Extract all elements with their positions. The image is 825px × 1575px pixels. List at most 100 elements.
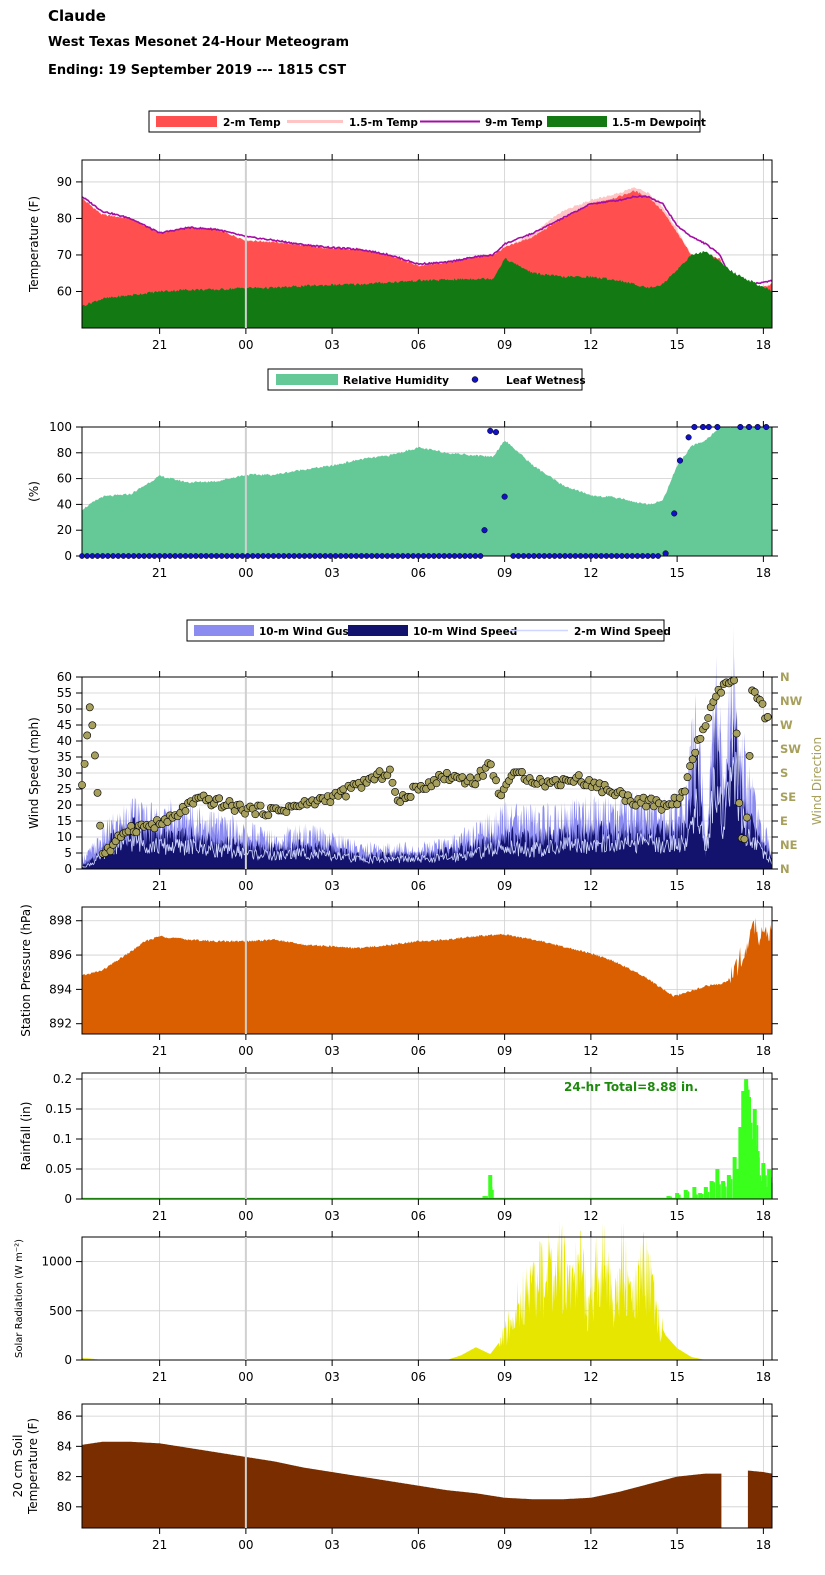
y-tick-label: 10 [57, 830, 72, 844]
leaf-wetness-point [291, 553, 298, 559]
x-tick-label: 12 [583, 566, 598, 580]
rainfall-bar [486, 1196, 488, 1199]
rainfall-bar [679, 1194, 681, 1199]
wind-chart: 0 5 10 15 20 25 30 35 40 45 50 55 60 21 00 03 06 09 12 15 18 [57, 626, 778, 893]
wind-direction-point [743, 813, 751, 822]
x-tick-label: 06 [411, 879, 426, 893]
leaf-wetness-point [286, 553, 292, 559]
x-tick-label: 06 [411, 1538, 426, 1552]
wind-direction-point [150, 824, 159, 833]
wind-direction-point [442, 768, 451, 777]
wind-direction-point [704, 714, 713, 722]
x-tick-label: 12 [583, 338, 598, 352]
wind-direction-point [486, 760, 495, 769]
x-tick-label: 00 [238, 1209, 253, 1223]
x-tick-label: 21 [152, 566, 167, 580]
y-tick-label: 60 [57, 284, 72, 298]
leaf-wetness-point [546, 553, 553, 559]
wind-direction-point [758, 699, 767, 708]
legend-label: 1.5-m Temp [349, 117, 418, 129]
wind-direction-point [732, 729, 741, 738]
x-tick-label: 06 [411, 1044, 426, 1058]
x-tick-label: 06 [411, 1370, 426, 1384]
wind-direction-point [80, 759, 89, 768]
wind-direction-point [712, 692, 720, 701]
legend-label: 1.5-m Dewpoint [612, 117, 706, 129]
leaf-wetness-point [115, 553, 122, 559]
humidity-chart: 0 20 40 60 80 100 21 00 03 06 09 12 15 18 [49, 420, 778, 580]
wind-direction-point [357, 783, 366, 792]
wind-direction-point [673, 800, 682, 809]
y-tick-label: 70 [57, 248, 72, 262]
wind-direction-point [386, 765, 394, 774]
leaf-wetness-point [368, 553, 375, 559]
leaf-wetness-point [613, 553, 620, 559]
y-tick-label: 45 [57, 718, 72, 732]
leaf-wetness-point [89, 553, 96, 559]
leaf-wetness-point [536, 553, 542, 559]
rainfall-bar [707, 1191, 710, 1199]
soil-axes: 80 82 84 86 21 00 03 06 09 12 15 18 [57, 1398, 778, 1552]
rainfall-bar [716, 1180, 719, 1199]
rainfall-plot-border [81, 1072, 773, 1200]
y-tick-label: 0 [64, 549, 72, 563]
rainfall-bar [700, 1193, 703, 1199]
x-tick-label: 03 [324, 1370, 339, 1384]
wind-direction-point [471, 780, 480, 789]
leaf-wetness-point [79, 553, 85, 559]
leaf-wetness-point [379, 553, 385, 559]
leaf-wetness-point [110, 553, 116, 559]
leaf-wetness-point [754, 423, 761, 431]
leaf-wetness-point [481, 527, 488, 534]
wind-direction-point [93, 788, 102, 797]
leaf-wetness-point [714, 423, 721, 431]
leaf-wetness-point [510, 553, 517, 559]
leaf-wetness-point [441, 553, 448, 559]
wind-direction-point [479, 771, 487, 780]
leaf-wetness-point [745, 423, 753, 431]
leaf-wetness-point [650, 553, 656, 559]
leaf-wetness-point [275, 553, 282, 559]
y-tick-label: 40 [57, 734, 72, 748]
leaf-wetness-point [644, 553, 651, 559]
leaf-wetness-point [691, 423, 698, 431]
pressure-area [82, 917, 772, 1034]
leaf-wetness-point [551, 553, 558, 559]
x-tick-label: 12 [583, 1044, 598, 1058]
rainfall-chart: 0 0.05 0.1 0.15 0.2 21 00 03 06 09 12 15 18 [45, 1067, 778, 1223]
direction-tick-label: S [780, 766, 788, 780]
wind-direction-point [342, 792, 350, 801]
wind-direction-point [517, 767, 526, 776]
humidity-legend-box [267, 368, 583, 391]
rainfall-bar [702, 1194, 704, 1199]
leaf-wetness-point [198, 553, 204, 559]
wind-direction-point [96, 821, 105, 830]
x-tick-label: 15 [669, 1044, 684, 1058]
leaf-wetness-point [182, 553, 189, 559]
rainfall-bar [713, 1182, 716, 1199]
9m-temp-line [81, 195, 773, 290]
y-tick-label: 0.05 [45, 1162, 72, 1176]
leaf-wetness-point [634, 553, 641, 559]
leaf-wetness-point [120, 553, 127, 559]
leaf-wetness-point [224, 553, 230, 559]
leaf-wetness-point [472, 553, 479, 559]
leaf-wetness-point [415, 553, 422, 559]
rainfall-bar [696, 1194, 698, 1199]
x-tick-label: 21 [152, 1044, 167, 1058]
y-tick-label: 30 [57, 766, 72, 780]
y-tick-label: 20 [57, 523, 72, 537]
rainfall-bar [729, 1182, 732, 1199]
x-tick-label: 00 [238, 1370, 253, 1384]
leaf-wetness-point [699, 423, 707, 431]
wind-direction-point [215, 794, 224, 803]
rainfall-bar [669, 1197, 671, 1199]
soil-y-axis-label: 20 cm Soil [11, 1435, 25, 1498]
rainfall-bar [670, 1196, 672, 1199]
leaf-wetness-point [151, 553, 158, 559]
wind-direction-point [78, 781, 86, 789]
rainfall-bar [745, 1115, 748, 1199]
relative-humidity-area [82, 427, 772, 556]
leaf-wetness-point [249, 553, 256, 559]
